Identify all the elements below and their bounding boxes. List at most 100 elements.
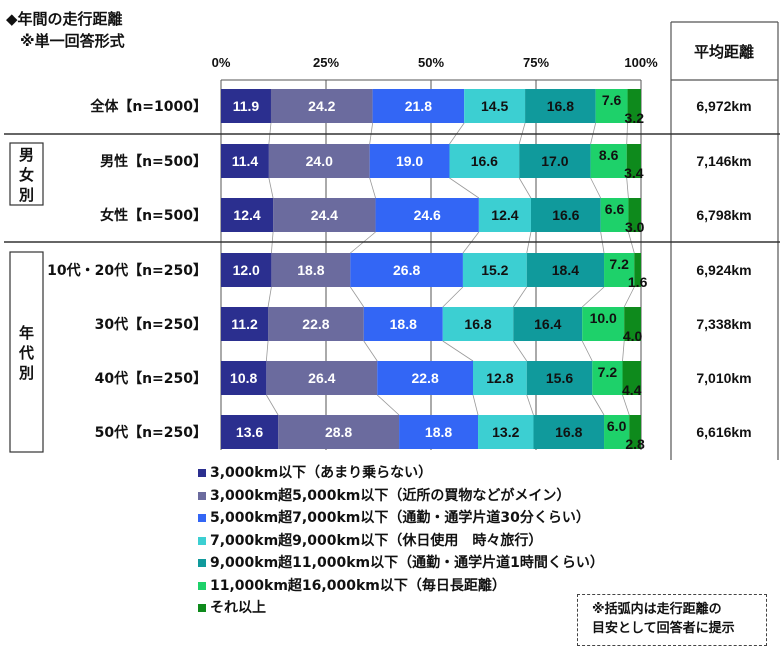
legend-item: 5,000km超7,000km以下（通勤・通学片道30分くらい） <box>198 507 604 530</box>
group-label-char: 女 <box>19 166 34 184</box>
bar-segment <box>369 144 450 178</box>
data-label: 16.8 <box>547 98 574 114</box>
group-label-char: 年 <box>19 324 34 342</box>
bar-segment <box>221 198 274 232</box>
legend-item: 11,000km超16,000km以下（毎日長距離） <box>198 575 604 598</box>
bar-segment <box>266 361 378 395</box>
bar-segment <box>526 253 605 287</box>
data-label: 7.6 <box>602 92 622 108</box>
legend-item: それ以上 <box>198 597 604 620</box>
bar-segment <box>268 307 364 341</box>
data-label: 24.2 <box>308 98 335 114</box>
data-label: 16.6 <box>471 153 498 169</box>
data-label: 22.8 <box>302 316 329 332</box>
series-connector-line <box>442 340 474 362</box>
bar-segment <box>604 415 630 449</box>
average-distance-value: 6,798km <box>696 207 751 223</box>
series-connector-line <box>442 286 464 308</box>
bar-segment <box>595 89 628 123</box>
bar-segment <box>273 198 376 232</box>
legend-swatch <box>198 604 206 613</box>
series-connector-line <box>369 177 376 199</box>
data-label: 18.8 <box>425 424 452 440</box>
bar-segment <box>634 253 641 287</box>
legend-item: 3,000km超5,000km以下（近所の買物などがメイン） <box>198 485 604 508</box>
bar-segment <box>449 144 520 178</box>
data-label: 12.4 <box>491 207 518 223</box>
data-label: 21.8 <box>405 98 432 114</box>
data-label: 3.0 <box>625 219 645 235</box>
data-label: 11.2 <box>231 316 258 332</box>
bar-segment <box>622 361 641 395</box>
data-label: 3.2 <box>625 110 645 126</box>
legend-swatch <box>198 559 206 568</box>
bar-segment <box>600 198 629 232</box>
average-distance-value: 7,146km <box>696 153 751 169</box>
bar-segment <box>278 415 400 449</box>
bar-segment <box>221 89 271 123</box>
data-label: 16.8 <box>464 316 491 332</box>
bar-segment <box>221 415 279 449</box>
bar-segment <box>590 144 627 178</box>
data-label: 8.6 <box>599 147 619 163</box>
legend: 3,000km以下（あまり乗らない） 3,000km超5,000km以下（近所の買… <box>198 462 604 620</box>
data-label: 22.8 <box>411 370 438 386</box>
data-labels: 11.9 24.2 21.8 14.5 16.8 7.63.2 11.4 24.0 19.0 16… <box>230 92 648 452</box>
data-label: 18.4 <box>552 262 579 278</box>
legend-item: 7,000km超9,000km以下（休日使用 時々旅行） <box>198 530 604 553</box>
series-connector-line <box>266 394 279 416</box>
series-connector-line <box>518 177 532 199</box>
chart-title-block: ◆年間の走行距離 ※単一回答形式 <box>6 8 125 52</box>
average-header: 平均距離 <box>694 43 754 61</box>
legend-label: 7,000km超9,000km以下（休日使用 時々旅行） <box>210 532 543 549</box>
bar-segment <box>221 144 269 178</box>
average-distance-value: 6,616km <box>696 424 751 440</box>
average-distance-value: 6,924km <box>696 262 751 278</box>
legend-swatch <box>198 491 206 500</box>
bar-segment <box>442 307 514 341</box>
data-label: 24.6 <box>414 207 441 223</box>
category-labels: 全体【n=1000】男性【n=500】女性【n=500】 10代・20代【n=25… <box>47 98 207 441</box>
legend-label: 3,000km以下（あまり乗らない） <box>210 465 433 481</box>
series-connector-line <box>267 286 272 308</box>
bar-segment <box>604 253 635 287</box>
bar-segment <box>530 198 601 232</box>
bar-segment <box>268 144 370 178</box>
series-connector-line <box>581 340 593 362</box>
group-label-char: 別 <box>18 364 34 382</box>
data-label: 6.0 <box>607 418 627 434</box>
bar-segment <box>627 89 641 123</box>
data-label: 16.4 <box>534 316 561 332</box>
average-distance-value: 6,972km <box>696 98 751 114</box>
average-distance-value: 7,010km <box>696 370 751 386</box>
data-label: 12.0 <box>233 262 260 278</box>
data-label: 4.0 <box>623 328 643 344</box>
data-label: 16.8 <box>555 424 582 440</box>
bar-segment <box>464 89 526 123</box>
legend-label: 3,000km超5,000km以下（近所の買物などがメイン） <box>210 487 571 504</box>
data-label: 14.5 <box>481 98 508 114</box>
series-connector-line <box>526 394 534 416</box>
average-column: 6,972km 7,146km 6,798km 6,924km 7,338km 7,010… <box>694 43 754 440</box>
stacked-bar-chart: 11.9 24.2 21.8 14.5 16.8 7.63.2 11.4 24.0 19.0 16… <box>4 21 780 460</box>
data-label: 11.4 <box>232 153 259 169</box>
data-label: 15.6 <box>546 370 573 386</box>
data-label: 10.0 <box>590 310 617 326</box>
series-connector-line <box>512 286 528 308</box>
legend-swatch <box>198 536 206 545</box>
series-connector-line <box>591 394 605 416</box>
bar-segment <box>533 415 605 449</box>
note-line-2: 目安として回答者に提示 <box>592 621 735 636</box>
note-box: ※括弧内は走行距離の 目安として回答者に提示 <box>577 594 767 646</box>
bar-segment <box>377 361 473 395</box>
bars <box>221 89 641 449</box>
data-label: 15.2 <box>481 262 508 278</box>
bar-segment <box>628 198 641 232</box>
series-connector-line <box>623 286 635 308</box>
series-connector-line <box>512 340 528 362</box>
chart-title: ◆年間の走行距離 <box>6 10 123 28</box>
legend-item: 3,000km以下（あまり乗らない） <box>198 462 604 485</box>
bar-segment <box>221 253 272 287</box>
series-connector-line <box>265 340 269 362</box>
bar-segment <box>624 307 641 341</box>
